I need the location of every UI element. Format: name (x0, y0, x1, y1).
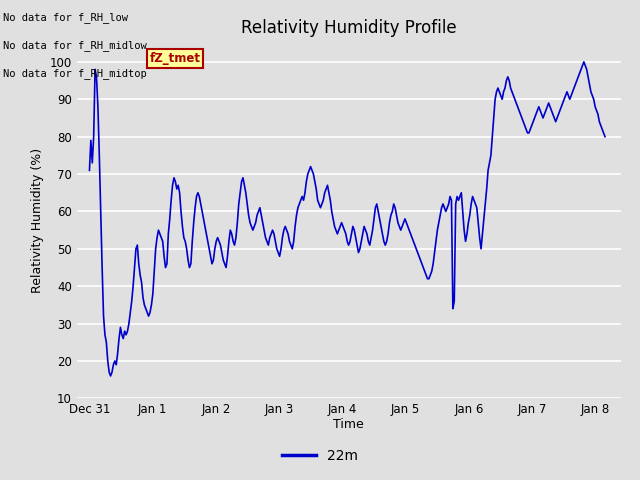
Text: No data for f_RH_low: No data for f_RH_low (3, 12, 128, 23)
Text: No data for f_RH_midtop: No data for f_RH_midtop (3, 68, 147, 79)
Text: No data for f_RH_midlow: No data for f_RH_midlow (3, 40, 147, 51)
Legend: 22m: 22m (276, 443, 364, 468)
Y-axis label: Relativity Humidity (%): Relativity Humidity (%) (31, 148, 44, 293)
Title: Relativity Humidity Profile: Relativity Humidity Profile (241, 20, 456, 37)
X-axis label: Time: Time (333, 418, 364, 431)
Text: fZ_tmet: fZ_tmet (150, 52, 200, 65)
